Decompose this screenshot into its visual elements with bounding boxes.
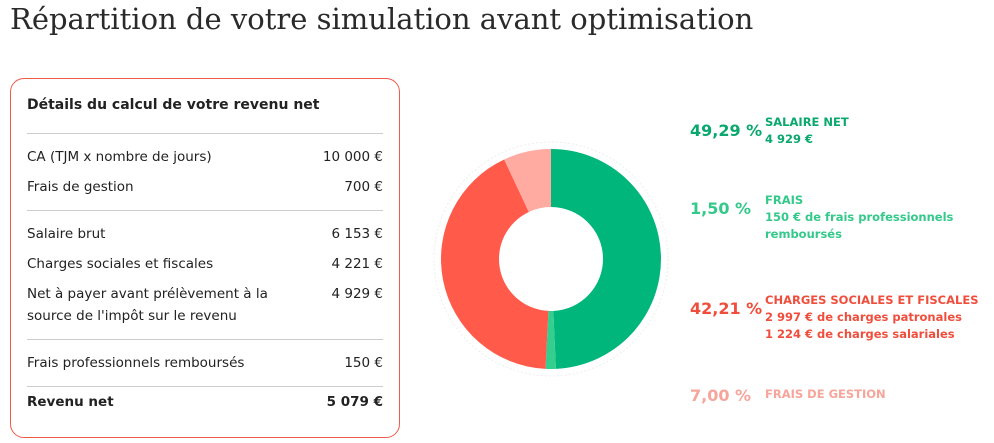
legend-detail: 2 997 € de charges patronales [765,310,962,324]
total-row: Revenu net 5 079 € [27,387,383,417]
legend-item: 49,29 % SALAIRE NET 4 929 € [690,114,985,148]
row-label: Frais de gestion [27,179,134,195]
row-label: Net à payer avant prélèvement à la sourc… [27,286,268,324]
detail-row: CA (TJM x nombre de jours) 10 000 € [27,142,383,172]
row-value: 4 929 € [331,286,383,302]
total-value: 5 079 € [326,394,383,410]
legend-detail: 4 929 € [765,132,814,146]
legend-item: 1,50 % FRAIS 150 € de frais professionnels… [690,192,985,243]
chart-outline [433,141,669,377]
detail-row: Frais professionnels remboursés 150 € [27,348,383,378]
legend-label: CHARGES SOCIALES ET FISCALES [765,293,979,307]
row-value: 6 153 € [331,226,383,242]
legend-label: FRAIS DE GESTION [765,387,886,401]
row-label: CA (TJM x nombre de jours) [27,149,212,165]
detail-row: Net à payer avant prélèvement à la sourc… [27,279,383,331]
row-label: Frais professionnels remboursés [27,355,245,371]
donut-chart [433,141,669,377]
legend-label: FRAIS [765,193,804,207]
donut-slice [441,159,549,369]
row-group: Frais professionnels remboursés 150 € [27,340,383,387]
donut-slice [545,310,556,369]
legend-detail: 150 € de frais professionnels remboursés [765,210,954,241]
legend-text: FRAIS DE GESTION [765,386,985,405]
detail-row: Salaire brut 6 153 € [27,219,383,249]
legend-text: SALAIRE NET 4 929 € [765,114,985,148]
row-value: 4 221 € [331,256,383,272]
legend-detail: 1 224 € de charges salariales [765,327,955,341]
legend-text: CHARGES SOCIALES ET FISCALES 2 997 € de c… [765,292,985,343]
legend-item: 42,21 % CHARGES SOCIALES ET FISCALES 2 997… [690,292,985,343]
donut-slice [551,149,661,369]
row-value: 150 € [344,355,383,371]
row-label: Salaire brut [27,226,106,242]
card-title: Détails du calcul de votre revenu net [27,97,383,134]
details-card: Détails du calcul de votre revenu net CA… [10,78,400,438]
row-group: CA (TJM x nombre de jours) 10 000 € Frais … [27,134,383,211]
detail-row: Charges sociales et fiscales 4 221 € [27,249,383,279]
legend-percent: 49,29 % [690,121,763,140]
detail-row: Frais de gestion 700 € [27,172,383,202]
row-group: Salaire brut 6 153 € Charges sociales et f… [27,211,383,340]
donut-slice [504,149,551,212]
row-label: Charges sociales et fiscales [27,256,214,272]
legend-item: 7,00 % FRAIS DE GESTION [690,386,985,405]
row-value: 700 € [344,179,383,195]
legend-label: SALAIRE NET [765,115,849,129]
legend-percent: 7,00 % [690,386,752,405]
page-title: Répartition de votre simulation avant op… [10,2,754,36]
legend-percent: 42,21 % [690,299,763,318]
legend-percent: 1,50 % [690,199,752,218]
row-value: 10 000 € [322,149,383,165]
total-label: Revenu net [27,394,114,410]
legend-text: FRAIS 150 € de frais professionnels rembo… [765,192,985,243]
